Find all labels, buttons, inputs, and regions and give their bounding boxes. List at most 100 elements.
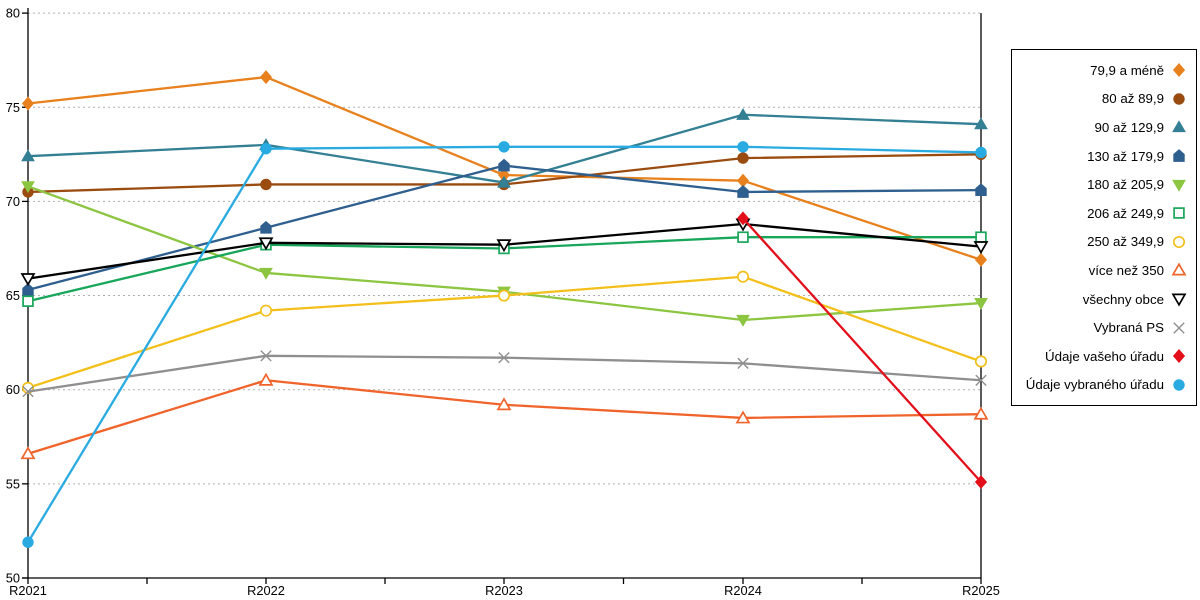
legend-label: všechny obce <box>1082 291 1164 307</box>
x-marker-icon <box>260 350 272 362</box>
diamond-marker-icon <box>736 211 750 226</box>
x-marker-icon <box>22 385 34 398</box>
x-tick-label: R2025 <box>962 583 1000 598</box>
circle-marker-icon <box>259 304 273 317</box>
y-tick-label: 75 <box>6 100 20 115</box>
circle-marker-icon <box>498 141 510 153</box>
series-12 <box>22 141 987 548</box>
diamond-marker-icon <box>1172 63 1186 78</box>
triangle-up-marker-icon <box>735 410 751 424</box>
series-7 <box>21 270 988 394</box>
circle-marker-icon <box>736 270 750 283</box>
circle-marker-icon <box>22 536 34 548</box>
legend-item: Údaje vybraného úřadu <box>1020 371 1187 400</box>
circle-marker-icon <box>737 152 749 164</box>
legend-item: 130 až 179,9 <box>1020 142 1187 171</box>
legend-label: 250 až 349,9 <box>1087 234 1164 250</box>
x-tick-label: R2021 <box>9 583 47 598</box>
triangle-up-marker-icon <box>496 397 512 411</box>
triangle-up-marker-icon <box>258 372 274 386</box>
circle-marker-icon <box>497 289 511 302</box>
square-marker-icon <box>737 231 749 243</box>
series-4 <box>22 158 987 296</box>
triangle-up-marker-icon <box>20 446 36 460</box>
series-8 <box>20 372 989 460</box>
x-marker-icon <box>975 374 987 386</box>
triangle-up-marker-icon <box>973 406 989 420</box>
x-tick-label: R2024 <box>724 583 762 598</box>
legend-item: všechny obce <box>1020 285 1187 314</box>
circle-marker-icon <box>737 141 749 153</box>
circle-marker-icon <box>260 178 272 191</box>
circle-marker-icon <box>1173 93 1185 105</box>
legend-item: 206 až 249,9 <box>1020 199 1187 228</box>
legend-label: 79,9 a méně <box>1090 62 1164 78</box>
x-marker-icon <box>498 351 510 364</box>
square-marker-icon <box>975 231 987 243</box>
diamond-marker-icon <box>974 252 988 267</box>
pentagon-marker-icon <box>260 220 272 234</box>
legend-label: 206 až 249,9 <box>1087 205 1164 221</box>
legend-label: 180 až 205,9 <box>1087 177 1164 193</box>
legend-label: Údaje vašeho úřadu <box>1044 348 1164 364</box>
triangle-down-marker-icon <box>21 181 35 194</box>
legend-item: 180 až 205,9 <box>1020 170 1187 199</box>
square-marker-icon <box>1173 207 1185 220</box>
circle-marker-icon <box>1172 235 1186 248</box>
triangle-down-marker-icon <box>496 239 512 253</box>
x-marker-icon <box>737 357 749 370</box>
diamond-marker-icon <box>736 173 750 188</box>
diamond-marker-icon <box>974 475 988 489</box>
triangle-down-marker-icon <box>1171 293 1187 307</box>
y-tick-label: 60 <box>6 382 20 397</box>
circle-marker-icon <box>1173 379 1185 391</box>
pentagon-marker-icon <box>22 283 34 296</box>
series-9 <box>20 218 989 287</box>
diamond-marker-icon <box>1172 349 1186 364</box>
legend-label: Údaje vybraného úřadu <box>1025 377 1164 393</box>
x-axis-tick-labels: R2021 R2022 R2023 R2024 R2025 <box>9 583 1000 598</box>
legend-label: 80 až 89,9 <box>1101 91 1164 107</box>
triangle-down-marker-icon <box>259 267 273 280</box>
chart-legend: 79,9 a méně 80 až 89,9 90 až 129,9 130 až 1… <box>1011 49 1197 407</box>
legend-item: více než 350 <box>1020 256 1187 285</box>
triangle-down-marker-icon <box>258 237 274 251</box>
legend-item: 90 až 129,9 <box>1020 113 1187 142</box>
circle-marker-icon <box>974 355 988 368</box>
pentagon-marker-icon <box>737 185 749 198</box>
y-tick-label: 80 <box>6 6 20 21</box>
legend-item: 250 až 349,9 <box>1020 228 1187 257</box>
diamond-marker-icon <box>21 96 35 111</box>
triangle-up-marker-icon <box>497 175 511 188</box>
x-marker-icon <box>1173 321 1185 334</box>
legend-item: Údaje vašeho úřadu <box>1020 342 1187 371</box>
legend-item: 79,9 a méně <box>1020 56 1187 85</box>
series-11 <box>736 211 988 489</box>
series-1 <box>21 70 988 267</box>
legend-item: Vybraná PS <box>1020 313 1187 342</box>
y-tick-label: 65 <box>6 288 20 303</box>
circle-marker-icon <box>260 142 272 155</box>
legend-label: více než 350 <box>1088 262 1164 278</box>
pentagon-marker-icon <box>498 158 510 172</box>
y-axis-tick-labels: 80 75 70 65 60 55 50 <box>6 6 20 586</box>
triangle-down-marker-icon <box>736 314 750 327</box>
triangle-up-marker-icon <box>21 149 35 162</box>
y-tick-label: 55 <box>6 476 20 491</box>
series-10 <box>22 350 987 398</box>
y-tick-label: 70 <box>6 194 20 209</box>
x-tick-label: R2023 <box>485 583 523 598</box>
triangle-down-marker-icon <box>974 297 988 310</box>
triangle-down-marker-icon <box>20 273 36 287</box>
triangle-up-marker-icon <box>736 107 750 120</box>
triangle-up-marker-icon <box>1171 262 1187 276</box>
y-tick-label: 50 <box>6 571 20 586</box>
diamond-marker-icon <box>259 70 273 85</box>
legend-label: Vybraná PS <box>1093 320 1164 336</box>
triangle-up-marker-icon <box>974 117 988 130</box>
square-marker-icon <box>22 295 34 307</box>
legend-label: 130 až 179,9 <box>1087 148 1164 164</box>
x-tick-label: R2022 <box>247 583 285 598</box>
legend-label: 90 až 129,9 <box>1094 119 1165 135</box>
